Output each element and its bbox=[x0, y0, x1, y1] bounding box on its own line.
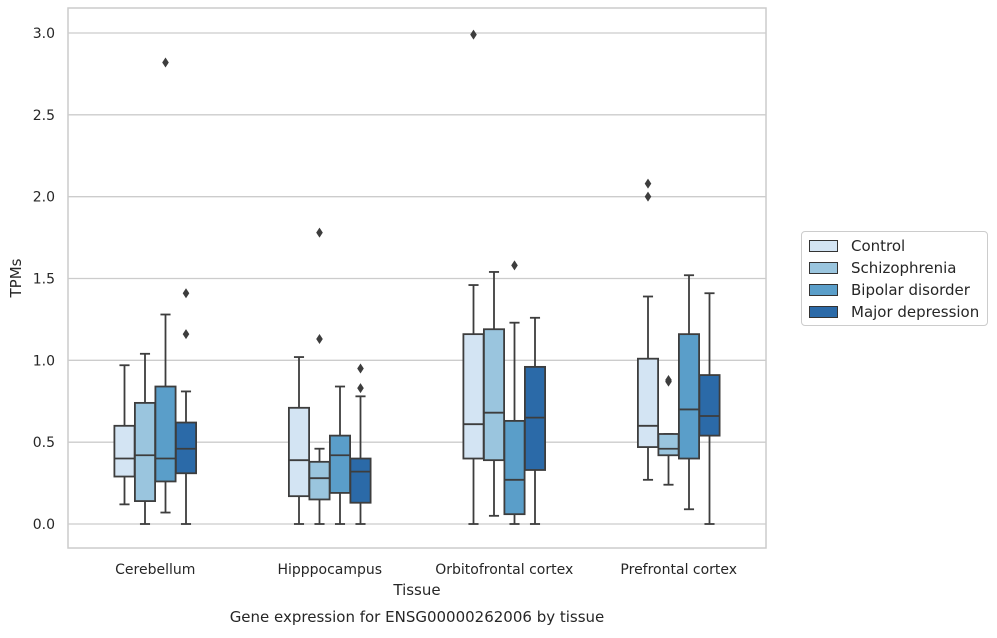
box-group bbox=[657, 374, 680, 486]
y-tick-labels: 0.0 0.5 1.0 1.5 2.0 2.5 3.0 bbox=[33, 26, 55, 533]
outlier-point bbox=[316, 334, 323, 345]
box bbox=[133, 401, 156, 502]
outlier-point bbox=[357, 363, 364, 374]
box bbox=[462, 333, 485, 460]
x-tick-labels: Cerebellum Hipppocampus Orbitofrontal cort… bbox=[115, 562, 737, 578]
legend-swatch-schizophrenia bbox=[809, 262, 838, 274]
box bbox=[113, 424, 136, 478]
outlier-point bbox=[182, 329, 190, 340]
y-axis-label: TPMs bbox=[7, 258, 25, 298]
box bbox=[678, 333, 701, 460]
y-tick-label: 2.0 bbox=[33, 190, 55, 206]
box bbox=[308, 460, 331, 501]
box bbox=[349, 457, 372, 504]
y-tick-label: 0.0 bbox=[33, 517, 55, 533]
box bbox=[287, 406, 310, 498]
box-group bbox=[482, 271, 505, 517]
box bbox=[637, 357, 660, 448]
box-group bbox=[503, 260, 526, 525]
legend-label: Bipolar disorder bbox=[851, 281, 970, 299]
legend: Control Schizophrenia Bipolar disorder M… bbox=[801, 231, 988, 326]
boxes bbox=[113, 29, 721, 525]
box bbox=[503, 419, 526, 516]
box-group bbox=[637, 178, 660, 481]
outlier-point bbox=[644, 178, 652, 189]
outlier-point bbox=[162, 57, 169, 68]
outlier-point bbox=[357, 383, 364, 394]
legend-label: Major depression bbox=[851, 303, 980, 321]
y-tick-label: 1.0 bbox=[33, 353, 55, 369]
legend-label: Schizophrenia bbox=[851, 259, 957, 277]
legend-item-major-depression: Major depression bbox=[809, 302, 979, 322]
x-tick-label: Hipppocampus bbox=[277, 562, 382, 578]
box-group bbox=[113, 364, 136, 506]
box bbox=[154, 385, 177, 483]
legend-label: Control bbox=[851, 237, 906, 255]
box-group bbox=[698, 292, 721, 525]
legend-item-control: Control bbox=[809, 236, 905, 256]
y-tick-label: 2.5 bbox=[33, 108, 55, 124]
outlier-point bbox=[511, 260, 518, 271]
legend-swatch-bipolar-disorder bbox=[809, 284, 838, 296]
y-tick-label: 1.5 bbox=[33, 272, 55, 288]
y-tick-label: 0.5 bbox=[33, 435, 55, 451]
box bbox=[482, 328, 505, 462]
outlier-point bbox=[470, 29, 477, 40]
box-group bbox=[524, 316, 547, 525]
box-group bbox=[349, 363, 372, 525]
x-tick-label: Orbitofrontal cortex bbox=[435, 562, 573, 578]
box bbox=[698, 374, 721, 437]
x-tick-label: Prefrontal cortex bbox=[620, 562, 737, 578]
box bbox=[657, 433, 680, 457]
y-tick-label: 3.0 bbox=[33, 26, 55, 42]
box-group bbox=[287, 356, 310, 525]
box bbox=[328, 434, 351, 494]
box-group bbox=[133, 352, 156, 525]
legend-item-schizophrenia: Schizophrenia bbox=[809, 258, 956, 278]
x-axis-label: Tissue bbox=[392, 581, 440, 599]
chart-caption: Gene expression for ENSG00000262006 by t… bbox=[230, 608, 605, 626]
plot-frame bbox=[67, 7, 767, 549]
legend-item-bipolar-disorder: Bipolar disorder bbox=[809, 280, 970, 300]
outlier-point bbox=[182, 288, 190, 299]
outlier-point bbox=[665, 374, 672, 385]
legend-swatch-control bbox=[809, 240, 838, 252]
box-group bbox=[308, 227, 331, 525]
legend-swatch-major-depression bbox=[809, 306, 838, 318]
x-tick-label: Cerebellum bbox=[115, 562, 195, 578]
outlier-point bbox=[316, 227, 323, 238]
box-group bbox=[174, 288, 197, 525]
outlier-point bbox=[644, 191, 652, 202]
